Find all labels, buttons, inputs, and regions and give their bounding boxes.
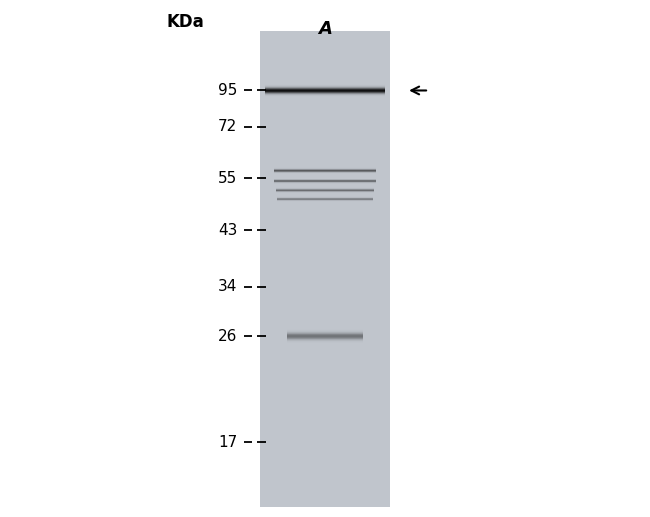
Text: 43: 43 — [218, 222, 237, 238]
Text: 17: 17 — [218, 434, 237, 450]
Text: 26: 26 — [218, 328, 237, 344]
Text: KDa: KDa — [166, 13, 204, 31]
FancyBboxPatch shape — [260, 31, 390, 507]
Text: 34: 34 — [218, 279, 237, 295]
Text: 95: 95 — [218, 83, 237, 98]
Text: A: A — [318, 20, 332, 38]
Text: 55: 55 — [218, 171, 237, 186]
Text: 72: 72 — [218, 119, 237, 134]
